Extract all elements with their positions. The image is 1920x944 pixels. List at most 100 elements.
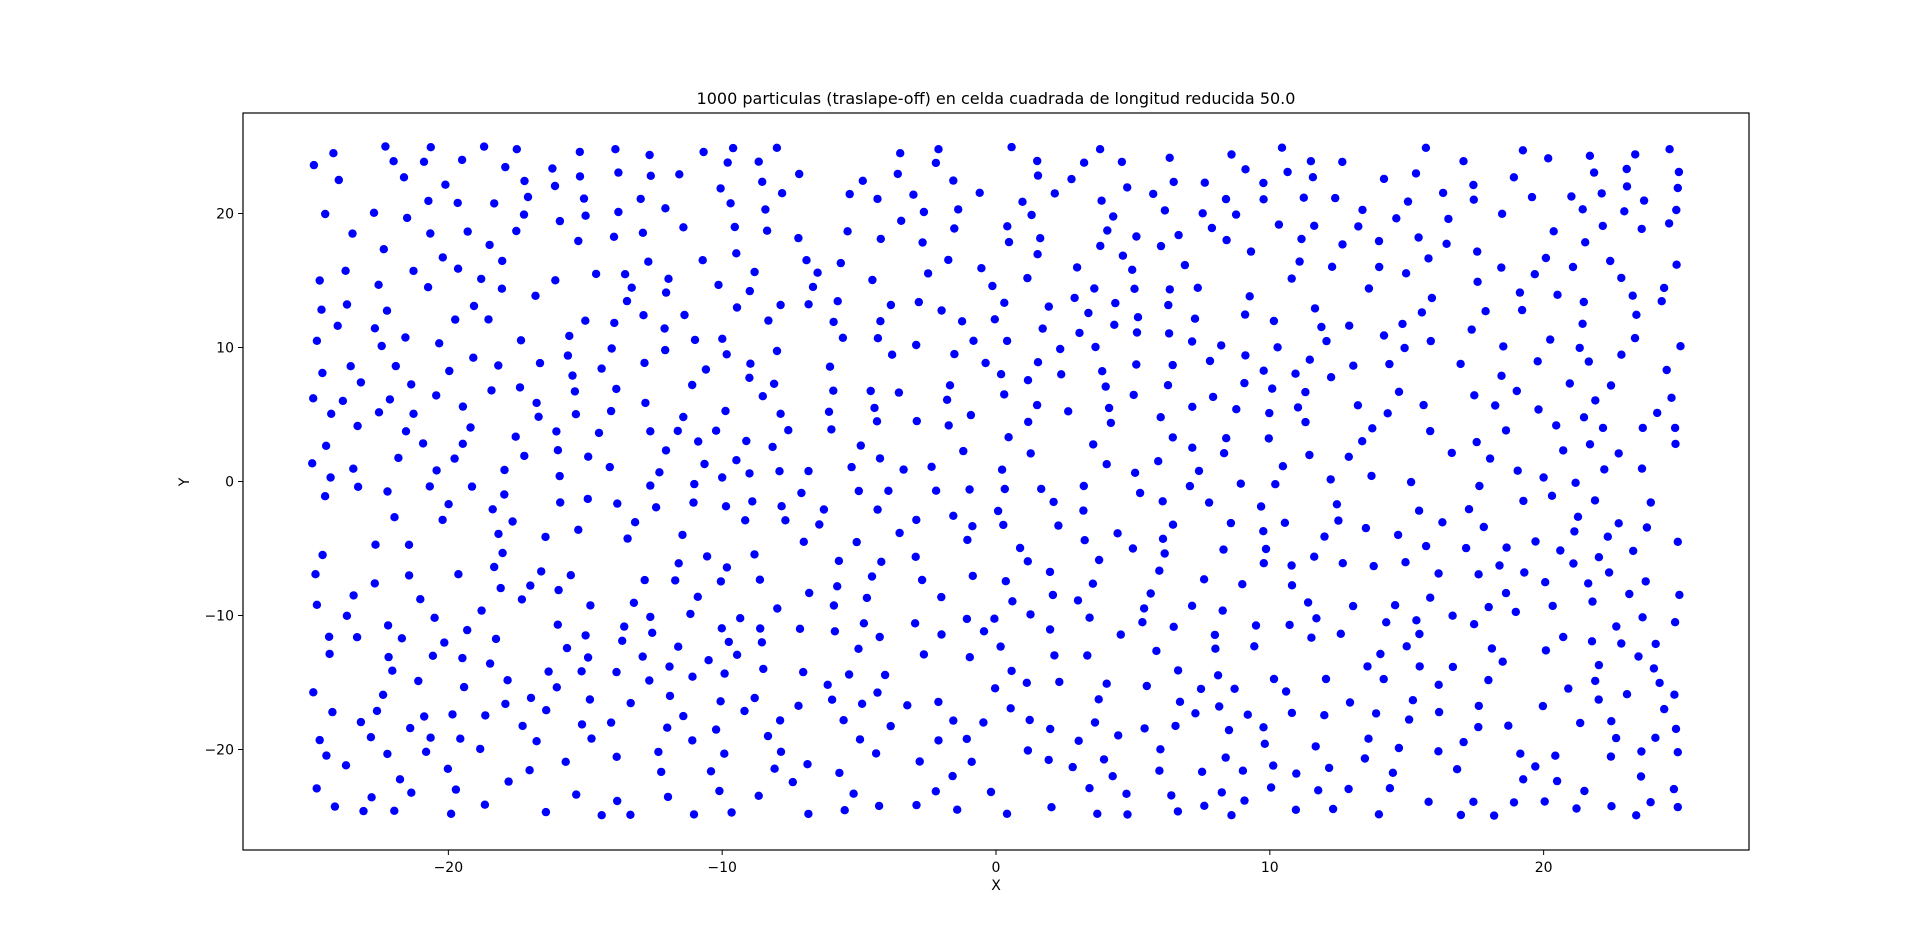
- data-point: [1474, 701, 1484, 711]
- data-point: [382, 306, 392, 315]
- data-point: [1057, 370, 1066, 379]
- data-point: [1611, 733, 1621, 743]
- data-point: [1171, 721, 1180, 731]
- data-point: [1358, 205, 1367, 215]
- data-point: [1106, 418, 1116, 428]
- data-point: [934, 145, 943, 154]
- data-point: [349, 464, 358, 473]
- data-point: [679, 711, 688, 721]
- data-point: [661, 345, 670, 355]
- data-point: [423, 283, 433, 292]
- data-point: [402, 213, 412, 223]
- data-point: [1469, 195, 1479, 204]
- data-point: [609, 232, 619, 241]
- data-point: [690, 479, 699, 489]
- data-point: [874, 801, 884, 811]
- data-point: [1639, 196, 1649, 205]
- data-point: [1067, 174, 1076, 184]
- data-point: [620, 622, 629, 631]
- plot-area: [242, 112, 1750, 851]
- data-point: [1109, 212, 1118, 221]
- data-point: [627, 283, 636, 292]
- data-point: [463, 625, 472, 635]
- data-point: [1283, 167, 1292, 177]
- data-point: [784, 426, 793, 435]
- data-point: [401, 333, 410, 342]
- data-point: [1421, 143, 1431, 152]
- data-point: [480, 800, 490, 809]
- data-point: [1497, 263, 1506, 272]
- data-point: [466, 423, 475, 432]
- data-point: [758, 392, 767, 401]
- y-tick-label: −10: [204, 609, 234, 625]
- data-point: [1122, 789, 1131, 798]
- data-point: [1501, 588, 1511, 598]
- data-point: [1165, 285, 1175, 294]
- data-point: [1354, 222, 1363, 231]
- data-point: [836, 258, 845, 268]
- data-point: [1614, 519, 1623, 528]
- data-point: [1287, 581, 1297, 590]
- data-point: [680, 310, 689, 320]
- data-point: [1673, 537, 1683, 546]
- data-point: [1117, 157, 1127, 167]
- data-point: [532, 737, 541, 746]
- data-point: [583, 653, 593, 662]
- data-point: [1670, 618, 1680, 627]
- data-point: [1673, 748, 1683, 757]
- data-point: [425, 482, 434, 491]
- data-point: [1259, 366, 1268, 375]
- data-point: [467, 482, 477, 491]
- data-point: [732, 650, 742, 659]
- data-point: [494, 529, 503, 539]
- data-point: [769, 379, 779, 388]
- data-point: [1326, 373, 1336, 382]
- x-tick-label: 10: [1261, 860, 1279, 876]
- data-point: [776, 300, 785, 310]
- data-point: [1116, 630, 1126, 639]
- data-point: [799, 667, 808, 677]
- data-point: [1207, 223, 1217, 233]
- data-point: [777, 502, 786, 511]
- data-point: [686, 609, 695, 619]
- data-point: [389, 157, 398, 166]
- data-point: [1123, 183, 1132, 192]
- data-point: [1564, 684, 1573, 693]
- data-point: [1269, 761, 1278, 770]
- data-point: [829, 317, 838, 327]
- data-point: [824, 407, 834, 416]
- data-point: [1213, 671, 1223, 680]
- data-point: [1072, 263, 1082, 272]
- data-point: [1361, 523, 1371, 533]
- data-point: [665, 662, 674, 671]
- data-point: [988, 281, 997, 291]
- data-point: [341, 761, 351, 770]
- data-point: [479, 142, 489, 151]
- data-point: [1674, 167, 1684, 177]
- data-point: [623, 534, 632, 543]
- data-point: [1567, 192, 1576, 201]
- data-point: [1167, 791, 1176, 800]
- data-point: [968, 571, 977, 581]
- data-point: [1579, 413, 1589, 422]
- data-point: [1111, 298, 1120, 308]
- data-point: [1187, 337, 1197, 346]
- data-point: [606, 406, 616, 416]
- data-point: [1518, 146, 1528, 155]
- data-point: [722, 350, 731, 359]
- data-point: [629, 598, 639, 607]
- data-point: [1552, 421, 1561, 430]
- data-point: [1585, 151, 1595, 160]
- data-point: [1046, 724, 1055, 734]
- data-point: [1520, 568, 1529, 577]
- data-point: [763, 731, 773, 741]
- data-point: [377, 341, 386, 351]
- data-point: [721, 406, 730, 416]
- data-point: [584, 452, 593, 461]
- y-tick-label: 20: [216, 207, 234, 223]
- x-axis-label: X: [991, 878, 1001, 894]
- data-point: [342, 300, 352, 309]
- data-point: [1348, 601, 1358, 611]
- data-point: [1301, 417, 1310, 427]
- data-point: [551, 276, 560, 285]
